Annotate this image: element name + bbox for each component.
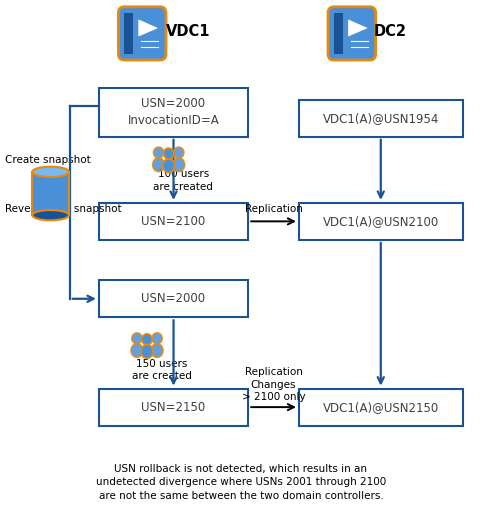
Text: USN=2100: USN=2100	[141, 215, 206, 228]
Ellipse shape	[163, 159, 174, 172]
FancyBboxPatch shape	[334, 13, 343, 54]
Circle shape	[174, 147, 184, 158]
Ellipse shape	[32, 210, 69, 220]
FancyBboxPatch shape	[299, 203, 463, 240]
FancyBboxPatch shape	[328, 7, 375, 60]
FancyBboxPatch shape	[32, 172, 69, 215]
Text: Create snapshot: Create snapshot	[5, 155, 91, 165]
FancyBboxPatch shape	[99, 203, 248, 240]
FancyBboxPatch shape	[299, 389, 463, 426]
Text: USN=2000: USN=2000	[141, 292, 206, 305]
Ellipse shape	[32, 167, 69, 177]
Text: VDC1(A)@USN1954: VDC1(A)@USN1954	[322, 111, 439, 125]
Circle shape	[132, 333, 142, 344]
FancyBboxPatch shape	[124, 13, 133, 54]
Ellipse shape	[151, 344, 163, 358]
FancyBboxPatch shape	[99, 280, 248, 317]
Ellipse shape	[153, 158, 164, 172]
Ellipse shape	[173, 158, 185, 172]
Text: Replication
Changes
> 2100 only: Replication Changes > 2100 only	[241, 367, 306, 402]
Text: Revert using snapshot: Revert using snapshot	[5, 204, 121, 214]
FancyBboxPatch shape	[299, 100, 463, 137]
FancyBboxPatch shape	[99, 389, 248, 426]
Text: USN rollback is not detected, which results in an
undetected divergence where US: USN rollback is not detected, which resu…	[96, 464, 386, 501]
Text: Replication: Replication	[244, 204, 303, 214]
Ellipse shape	[131, 344, 143, 358]
Text: DC2: DC2	[374, 24, 406, 40]
Circle shape	[152, 333, 162, 344]
Text: USN=2000
InvocationID=A: USN=2000 InvocationID=A	[128, 97, 219, 127]
Ellipse shape	[141, 345, 153, 358]
Text: USN=2150: USN=2150	[141, 400, 206, 414]
Circle shape	[163, 148, 174, 159]
FancyBboxPatch shape	[99, 88, 248, 137]
Text: VDC1: VDC1	[166, 24, 211, 40]
Circle shape	[142, 334, 152, 345]
Text: VDC1(A)@USN2100: VDC1(A)@USN2100	[322, 215, 439, 228]
Polygon shape	[139, 20, 157, 36]
Polygon shape	[348, 20, 367, 36]
FancyBboxPatch shape	[119, 7, 166, 60]
Text: 100 users
are created: 100 users are created	[153, 169, 213, 191]
Text: VDC1(A)@USN2150: VDC1(A)@USN2150	[322, 400, 439, 414]
Circle shape	[153, 147, 164, 158]
Text: 150 users
are created: 150 users are created	[132, 359, 191, 381]
